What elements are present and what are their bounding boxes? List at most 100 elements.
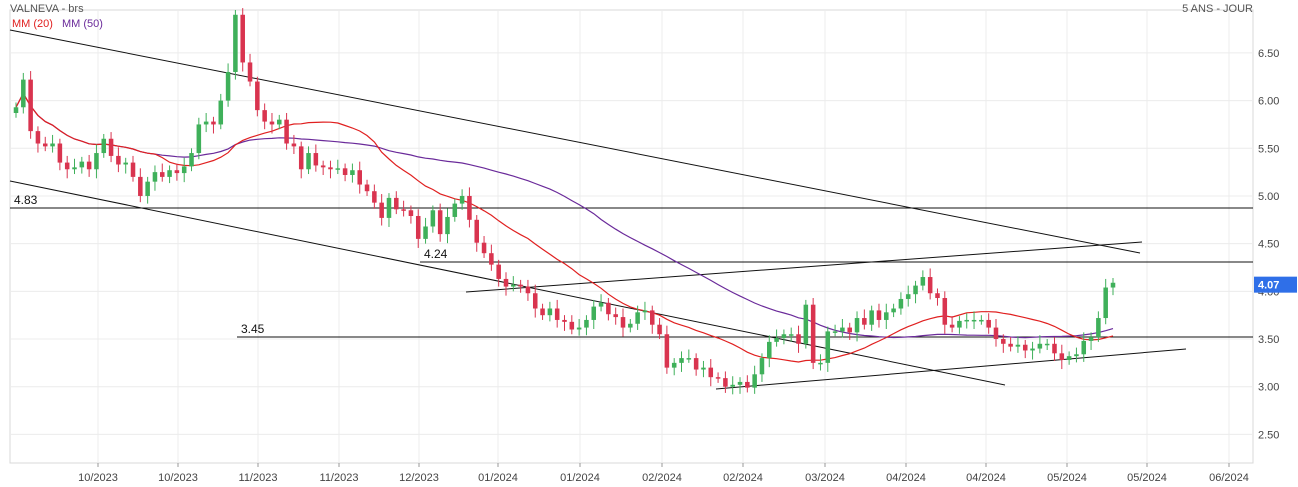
- candle-body: [342, 168, 348, 175]
- candle-body: [730, 384, 735, 387]
- candle: [101, 133, 107, 158]
- candle: [94, 144, 99, 179]
- candle: [42, 136, 48, 152]
- candle-body: [584, 319, 589, 328]
- candle: [269, 112, 275, 134]
- x-tick-label: 05/2024: [1047, 472, 1087, 484]
- candle-body: [905, 294, 911, 299]
- candle-body: [518, 284, 523, 287]
- candle: [1008, 337, 1013, 352]
- y-tick-label: 6.50: [1258, 48, 1279, 60]
- candle-body: [42, 143, 48, 147]
- candle-body: [401, 209, 406, 211]
- x-tick-label: 11/2023: [239, 472, 278, 484]
- candle: [350, 163, 355, 183]
- candle: [891, 303, 896, 318]
- candle-body: [203, 121, 209, 125]
- candle: [745, 375, 750, 393]
- y-tick-label: 3.00: [1258, 382, 1279, 394]
- candle: [1066, 351, 1072, 365]
- candle-body: [189, 153, 194, 167]
- candle: [64, 155, 70, 179]
- candle: [818, 354, 823, 371]
- candle-body: [803, 304, 809, 344]
- candle-body: [759, 358, 765, 375]
- candle-body: [949, 324, 955, 328]
- candle-body: [606, 302, 611, 315]
- candle-body: [847, 327, 852, 333]
- candle: [628, 318, 633, 333]
- candle: [481, 236, 487, 258]
- candle-body: [737, 381, 743, 385]
- candle: [723, 371, 728, 393]
- candle: [964, 313, 970, 329]
- x-tick-label: 06/2024: [1209, 472, 1249, 484]
- legend-item-ma50: MM (50): [62, 18, 103, 30]
- candle-body: [810, 304, 816, 363]
- candle: [123, 157, 128, 174]
- candle: [664, 325, 670, 374]
- x-tick-label: 04/2024: [966, 472, 1006, 484]
- candle: [708, 359, 714, 387]
- candle: [459, 189, 465, 210]
- candle-body: [452, 203, 458, 217]
- candle-body: [671, 362, 677, 368]
- period-selector[interactable]: 5 ANS - JOUR: [1182, 3, 1253, 15]
- trend-line: [715, 348, 1187, 390]
- candle-body: [123, 162, 128, 165]
- candle: [1037, 335, 1043, 354]
- candle: [320, 160, 326, 175]
- candle-body: [788, 334, 794, 336]
- candle: [262, 103, 267, 130]
- candle-body: [386, 197, 392, 218]
- candle: [247, 53, 253, 87]
- candle: [1015, 336, 1021, 353]
- candle: [927, 268, 933, 300]
- candle: [1088, 332, 1094, 350]
- x-tick-label: 05/2024: [1127, 472, 1167, 484]
- candle-body: [942, 298, 948, 325]
- candle: [693, 353, 699, 376]
- candle: [1022, 339, 1028, 359]
- last-price-label: 4.07: [1258, 280, 1279, 292]
- candle-body: [1059, 353, 1065, 361]
- candle-body: [372, 191, 377, 203]
- candle-body: [854, 318, 860, 333]
- candle-body: [437, 210, 443, 235]
- level-label: 4.24: [424, 247, 448, 261]
- candle: [1044, 339, 1050, 350]
- y-tick-label: 3.50: [1258, 334, 1279, 346]
- candle-body: [467, 195, 472, 220]
- candle: [810, 298, 816, 370]
- candle: [642, 301, 648, 320]
- candle: [591, 299, 597, 330]
- candle: [181, 157, 187, 183]
- candle: [679, 351, 684, 372]
- candle: [1052, 337, 1057, 361]
- candle-body: [28, 79, 33, 132]
- candle: [255, 76, 260, 117]
- candle-body: [225, 71, 231, 101]
- y-tick-label: 2.50: [1258, 429, 1279, 441]
- candle-body: [979, 319, 984, 322]
- candle-body: [562, 319, 567, 322]
- candle-body: [313, 153, 319, 166]
- candle: [277, 114, 282, 130]
- candle: [562, 315, 567, 331]
- candle-body: [159, 172, 165, 177]
- candle-body: [869, 310, 874, 325]
- candle: [613, 307, 618, 325]
- candle-body: [693, 358, 699, 370]
- candle-body: [920, 277, 926, 286]
- candle-body: [116, 155, 121, 165]
- candle-body: [247, 62, 253, 82]
- candle-body: [1044, 343, 1050, 346]
- candle-body: [284, 119, 289, 144]
- candle-body: [840, 327, 845, 332]
- candle-body: [613, 314, 618, 318]
- candle-body: [130, 162, 136, 177]
- candle-body: [781, 334, 787, 339]
- candle-body: [701, 367, 706, 370]
- candle-body: [1096, 318, 1101, 338]
